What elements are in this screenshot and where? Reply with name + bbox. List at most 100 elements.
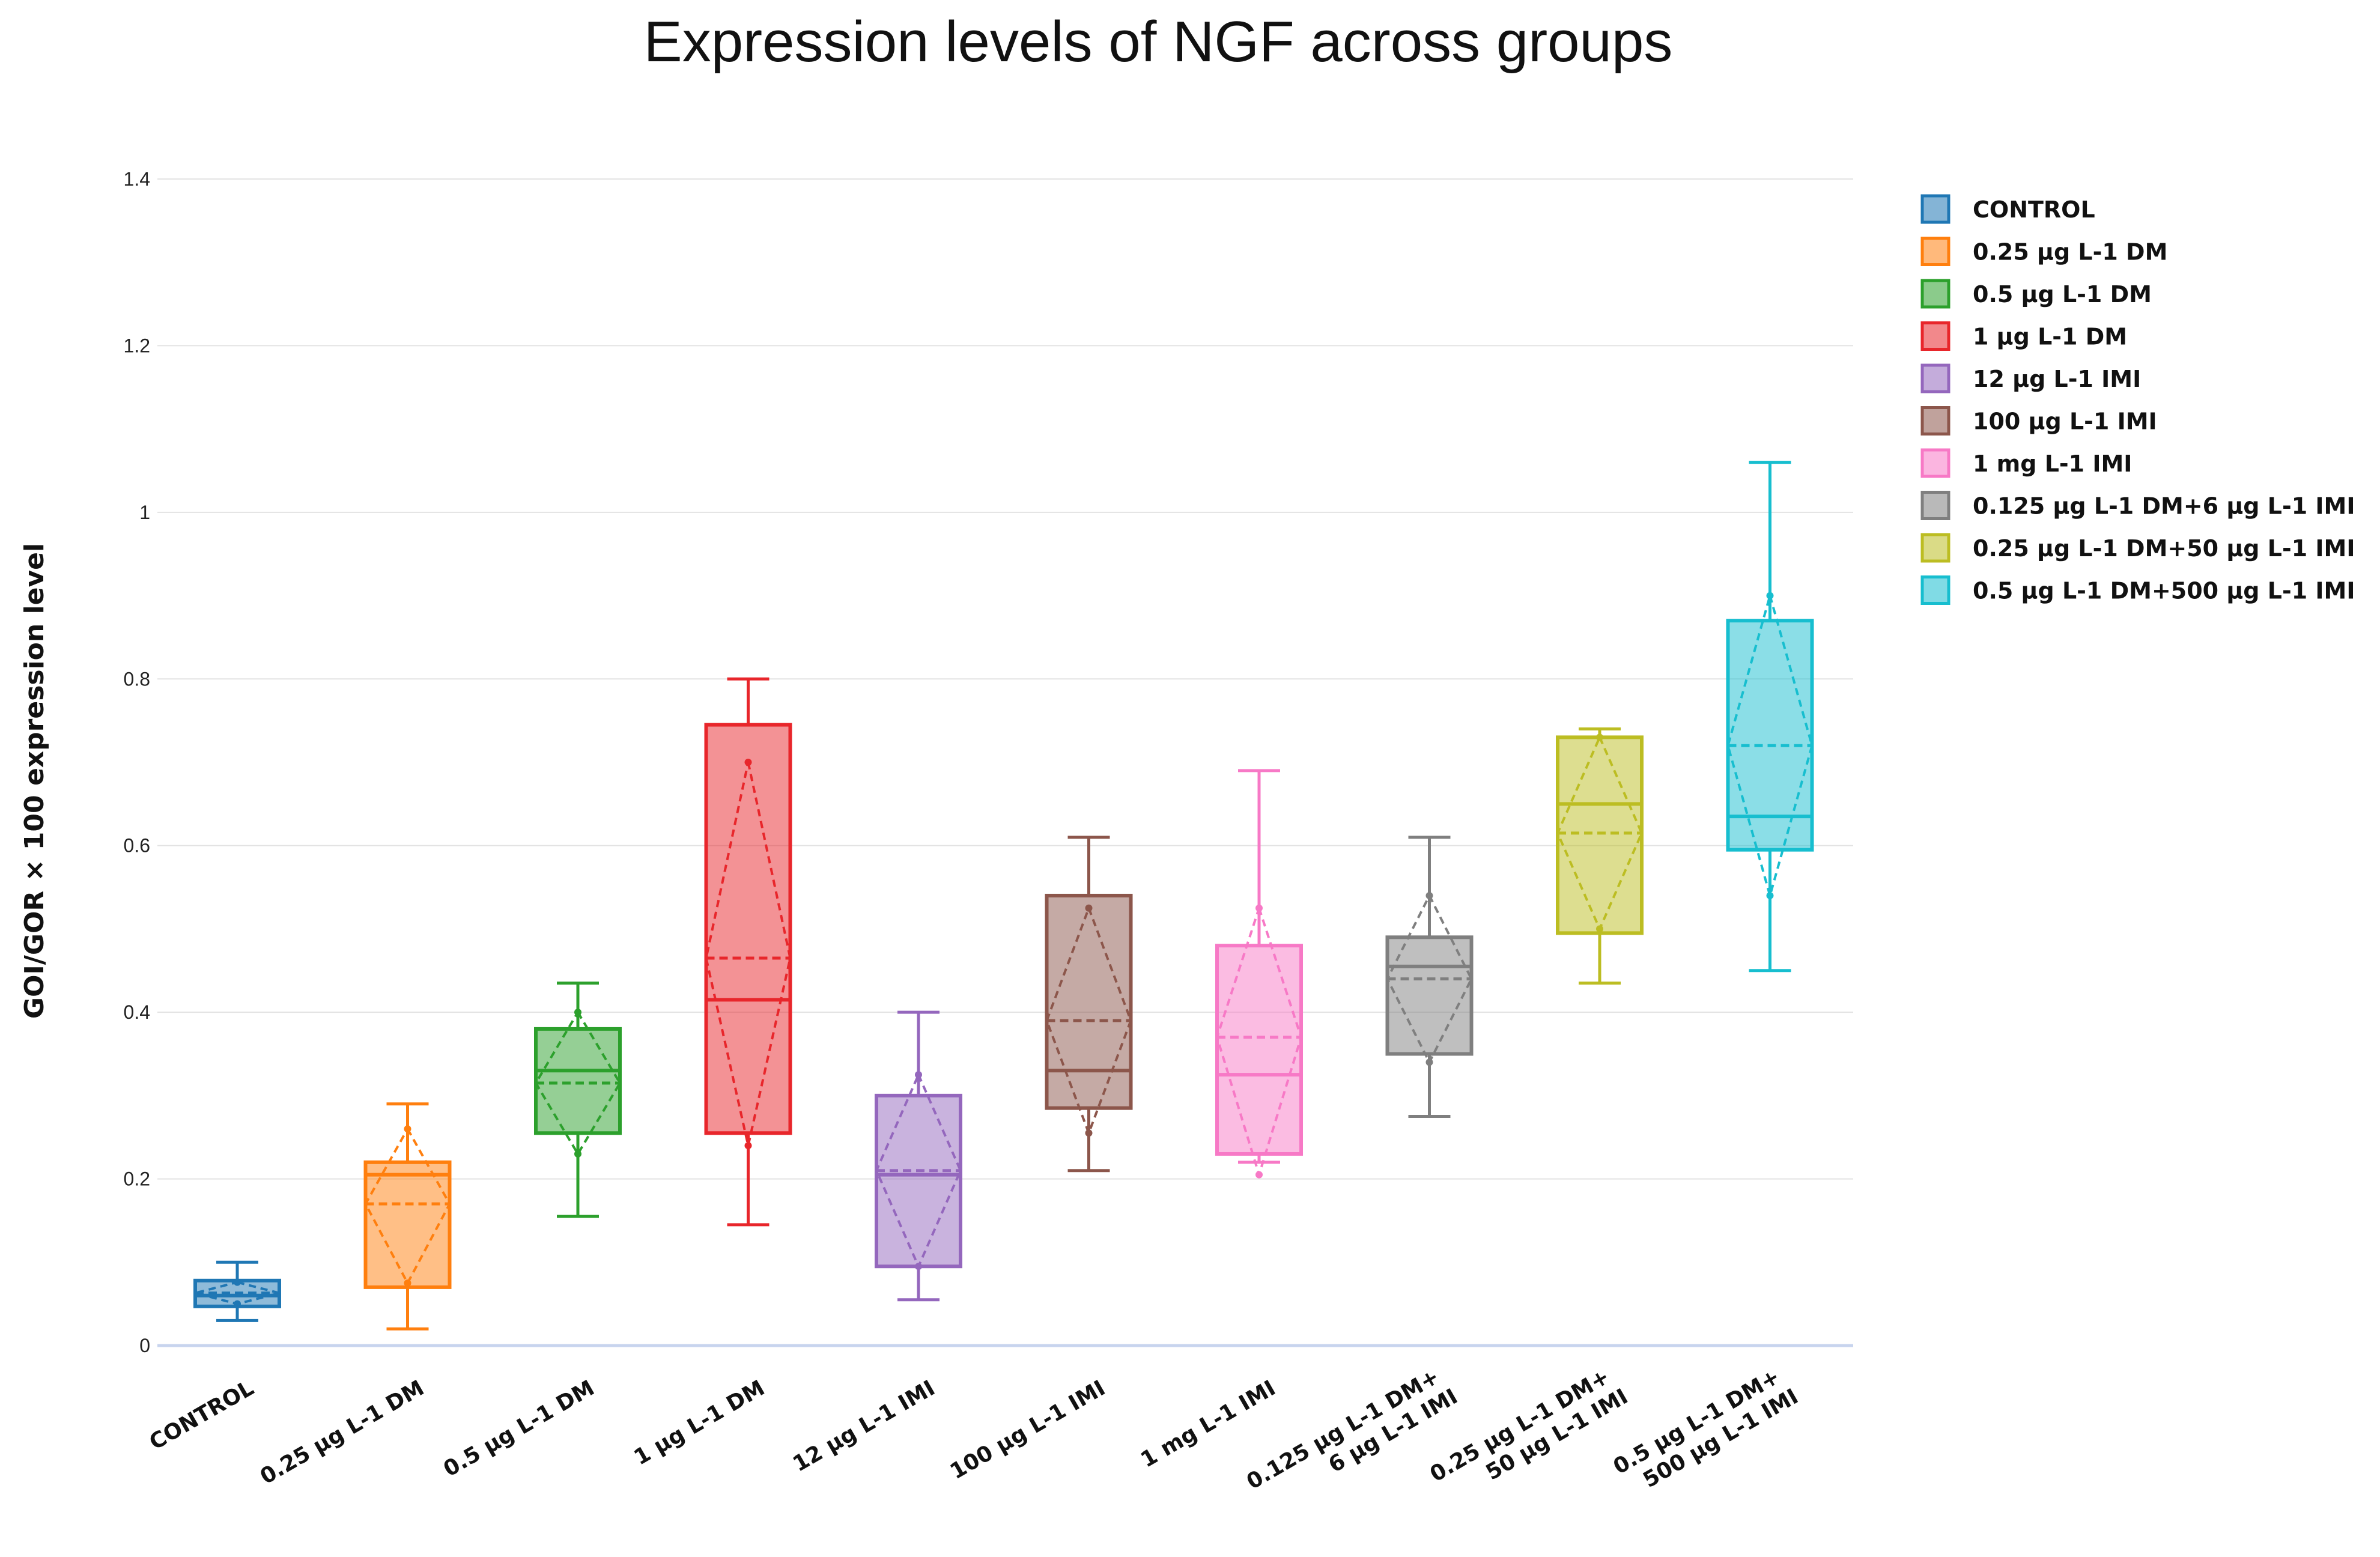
sd-diamond xyxy=(534,1010,622,1156)
legend-label: 0.25 μg L-1 DM xyxy=(1973,239,2167,266)
legend-swatch xyxy=(1920,448,1950,478)
x-category-label-line: 1 μg L-1 DM xyxy=(630,1376,769,1470)
legend-item: 0.25 μg L-1 DM+50 μg L-1 IMI xyxy=(1920,533,2355,563)
sd-diamond xyxy=(705,762,792,1146)
box-group xyxy=(193,1260,281,1322)
legend-item: 100 μg L-1 IMI xyxy=(1920,406,2157,436)
x-category-label: 1 μg L-1 DM xyxy=(630,1376,769,1470)
sd-lower-point xyxy=(1255,1171,1263,1179)
box xyxy=(1045,893,1133,1110)
y-tick-label: 1.2 xyxy=(124,335,150,356)
box-group xyxy=(1045,836,1133,1173)
legend-label: 0.125 μg L-1 DM+6 μg L-1 IMI xyxy=(1973,493,2355,520)
sd-upper-point xyxy=(234,1278,241,1286)
x-category-label-line: 100 μg L-1 IMI xyxy=(946,1376,1110,1484)
x-category-label-line: CONTROL xyxy=(145,1376,258,1455)
legend-label: 0.5 μg L-1 DM xyxy=(1973,281,2152,308)
x-category-label: 0.5 μg L-1 DM+500 μg L-1 IMI xyxy=(1609,1361,1803,1502)
sd-lower-point xyxy=(915,1263,922,1270)
y-axis-label: GOI/GOR × 100 expression level xyxy=(19,543,50,1019)
box xyxy=(1215,944,1303,1156)
box-group xyxy=(1215,769,1303,1179)
legend-item: 12 μg L-1 IMI xyxy=(1920,363,2141,393)
sd-upper-point xyxy=(1596,733,1603,741)
y-tick-label: 0.4 xyxy=(124,1001,150,1023)
legend-swatch xyxy=(1920,279,1950,309)
legend-swatch xyxy=(1920,363,1950,393)
x-category-label-line: 0.5 μg L-1 DM xyxy=(440,1376,599,1482)
legend-swatch xyxy=(1920,406,1950,436)
sd-upper-point xyxy=(1766,592,1774,599)
x-category-label: 12 μg L-1 IMI xyxy=(789,1376,939,1477)
x-category-label-line: 1 mg L-1 IMI xyxy=(1137,1376,1280,1472)
sd-upper-point xyxy=(404,1125,411,1133)
legend: CONTROL 0.25 μg L-1 DM 0.5 μg L-1 DM 1 μg L… xyxy=(1920,194,2355,605)
x-category-label: 0.5 μg L-1 DM xyxy=(440,1376,599,1482)
y-tick-label: 0.2 xyxy=(124,1168,150,1190)
gridlines xyxy=(157,178,1853,1180)
sd-lower-point xyxy=(1085,1129,1093,1137)
box xyxy=(1556,735,1644,935)
legend-label: 0.5 μg L-1 DM+500 μg L-1 IMI xyxy=(1973,578,2355,604)
sd-lower-point xyxy=(574,1150,581,1158)
box-group xyxy=(1726,461,1814,973)
box xyxy=(363,1160,452,1289)
legend-label: 1 mg L-1 IMI xyxy=(1973,451,2132,477)
y-tick-label: 1.4 xyxy=(124,168,150,190)
legend-item: 1 μg L-1 DM xyxy=(1920,321,2127,351)
legend-item: CONTROL xyxy=(1920,194,2095,224)
box-series xyxy=(193,461,1814,1331)
x-category-label: 0.25 μg L-1 DM xyxy=(256,1376,428,1489)
legend-swatch xyxy=(1920,194,1950,224)
sd-lower-point xyxy=(404,1279,411,1287)
sd-upper-point xyxy=(915,1071,922,1079)
sd-lower-point xyxy=(234,1300,241,1308)
x-category-label-line: 12 μg L-1 IMI xyxy=(789,1376,939,1477)
sd-lower-point xyxy=(744,1142,752,1150)
legend-label: 100 μg L-1 IMI xyxy=(1973,408,2157,435)
box-group xyxy=(534,982,622,1218)
y-tick-label: 0.8 xyxy=(124,668,150,690)
x-category-label-line: 0.25 μg L-1 DM xyxy=(256,1376,428,1489)
legend-item: 0.25 μg L-1 DM xyxy=(1920,237,2167,266)
x-category-label: CONTROL xyxy=(145,1376,258,1455)
legend-label: CONTROL xyxy=(1973,196,2095,223)
y-tick-label: 0.6 xyxy=(124,835,150,857)
box-group xyxy=(363,1102,452,1331)
sd-upper-point xyxy=(1085,904,1093,912)
box-group xyxy=(875,1010,962,1302)
legend-swatch xyxy=(1920,237,1950,266)
legend-item: 1 mg L-1 IMI xyxy=(1920,448,2132,478)
box xyxy=(1385,935,1474,1056)
sd-lower-point xyxy=(1596,925,1603,933)
sd-diamond xyxy=(1726,591,1814,900)
legend-swatch xyxy=(1920,491,1950,520)
legend-swatch xyxy=(1920,575,1950,605)
sd-diamond xyxy=(1045,905,1132,1137)
x-category-label: 100 μg L-1 IMI xyxy=(946,1376,1110,1484)
box-group xyxy=(704,677,792,1227)
legend-label: 1 μg L-1 DM xyxy=(1973,324,2127,350)
sd-upper-point xyxy=(1255,904,1263,912)
legend-label: 0.25 μg L-1 DM+50 μg L-1 IMI xyxy=(1973,535,2355,562)
sd-upper-point xyxy=(1425,891,1433,899)
sd-upper-point xyxy=(574,1009,581,1016)
x-category-label: 0.25 μg L-1 DM+50 μg L-1 IMI xyxy=(1426,1361,1632,1510)
box xyxy=(875,1093,962,1269)
box-group xyxy=(1556,727,1644,985)
legend-swatch xyxy=(1920,533,1950,563)
legend-item: 0.5 μg L-1 DM+500 μg L-1 IMI xyxy=(1920,575,2355,605)
sd-diamond xyxy=(364,1126,451,1286)
box xyxy=(1726,619,1814,852)
sd-upper-point xyxy=(744,759,752,766)
y-axis-ticks: 0 0.2 0.4 0.6 0.8 1 1.2 1.4 xyxy=(124,168,150,1356)
y-tick-label: 1 xyxy=(139,502,150,523)
x-category-label: 1 mg L-1 IMI xyxy=(1137,1376,1280,1472)
legend-item: 0.5 μg L-1 DM xyxy=(1920,279,2152,309)
chart-title: Expression levels of NGF across groups xyxy=(644,10,1673,74)
box-group xyxy=(1385,836,1474,1118)
x-category-label: 0.125 μg L-1 DM+6 μg L-1 IMI xyxy=(1243,1361,1462,1517)
y-tick-label: 0 xyxy=(139,1335,150,1356)
